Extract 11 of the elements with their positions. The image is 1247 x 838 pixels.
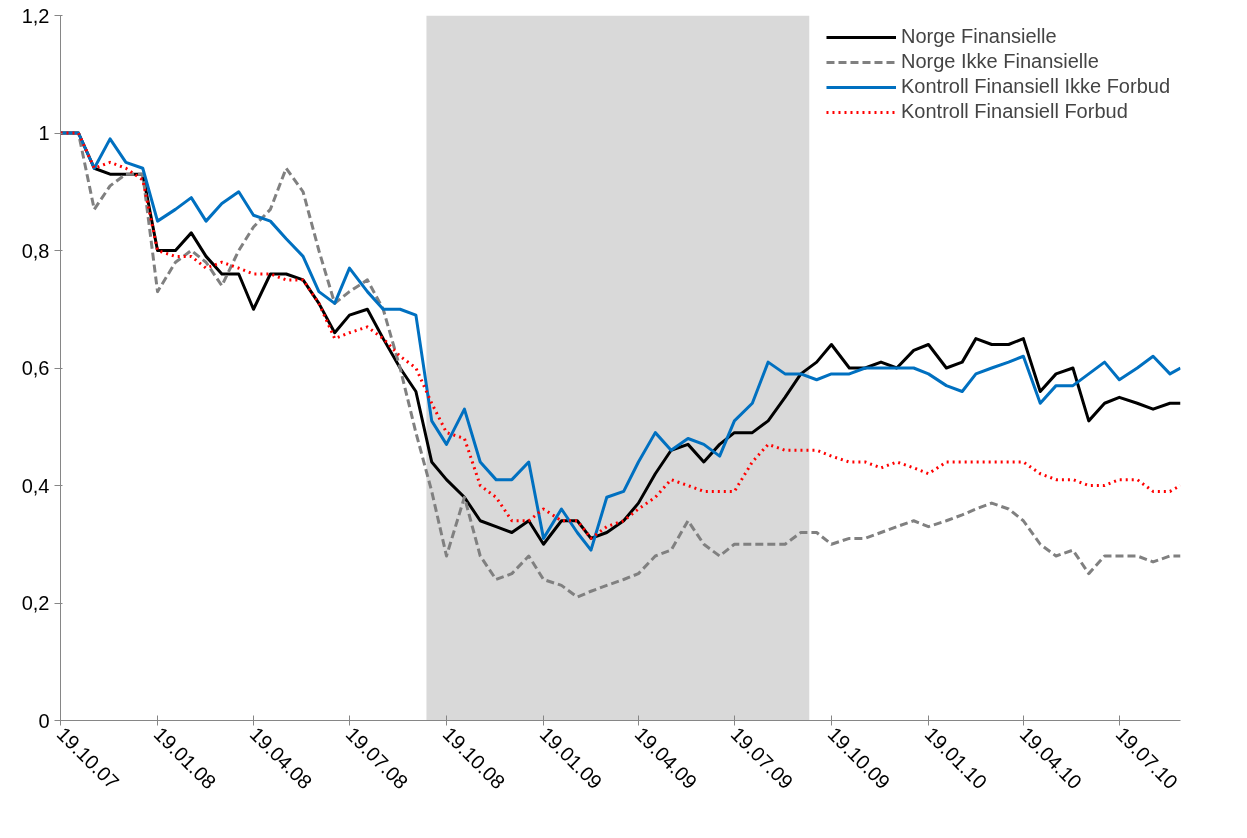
- y-tick-label: 0,4: [21, 474, 50, 497]
- legend-label: Norge Ikke Finansielle: [900, 50, 1099, 73]
- y-tick-label: 0,6: [21, 357, 50, 379]
- legend-label: Norge Finansielle: [900, 25, 1057, 48]
- y-tick-label: 0: [38, 709, 50, 732]
- y-tick-label: 1: [38, 122, 50, 144]
- y-tick-label: 0,8: [21, 239, 50, 262]
- legend-label: Kontroll Finansiell Forbud: [900, 100, 1128, 123]
- y-tick-label: 0,2: [21, 592, 50, 614]
- y-tick-label: 1,2: [21, 4, 50, 27]
- legend-label: Kontroll Finansiell Ikke Forbud: [900, 75, 1170, 98]
